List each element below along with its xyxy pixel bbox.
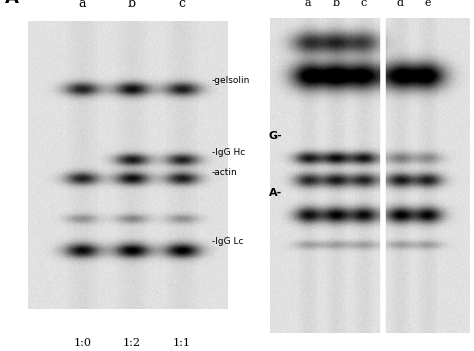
Text: e: e (424, 0, 431, 8)
Text: b: b (128, 0, 136, 9)
Text: G-: G- (268, 131, 282, 141)
Text: A: A (5, 0, 18, 7)
Text: a: a (305, 0, 311, 8)
Text: -IgG Hc: -IgG Hc (211, 147, 245, 157)
Text: -gelsolin: -gelsolin (211, 75, 250, 85)
Text: a: a (78, 0, 86, 9)
Text: 1:0: 1:0 (73, 338, 91, 347)
Text: 1:1: 1:1 (173, 338, 191, 347)
Text: c: c (361, 0, 367, 8)
Text: A-: A- (269, 188, 282, 198)
Text: d: d (396, 0, 403, 8)
Text: c: c (178, 0, 185, 9)
Text: b: b (332, 0, 339, 8)
Text: -actin: -actin (211, 168, 237, 177)
Text: 1:2: 1:2 (123, 338, 141, 347)
Text: -IgG Lc: -IgG Lc (211, 237, 243, 246)
